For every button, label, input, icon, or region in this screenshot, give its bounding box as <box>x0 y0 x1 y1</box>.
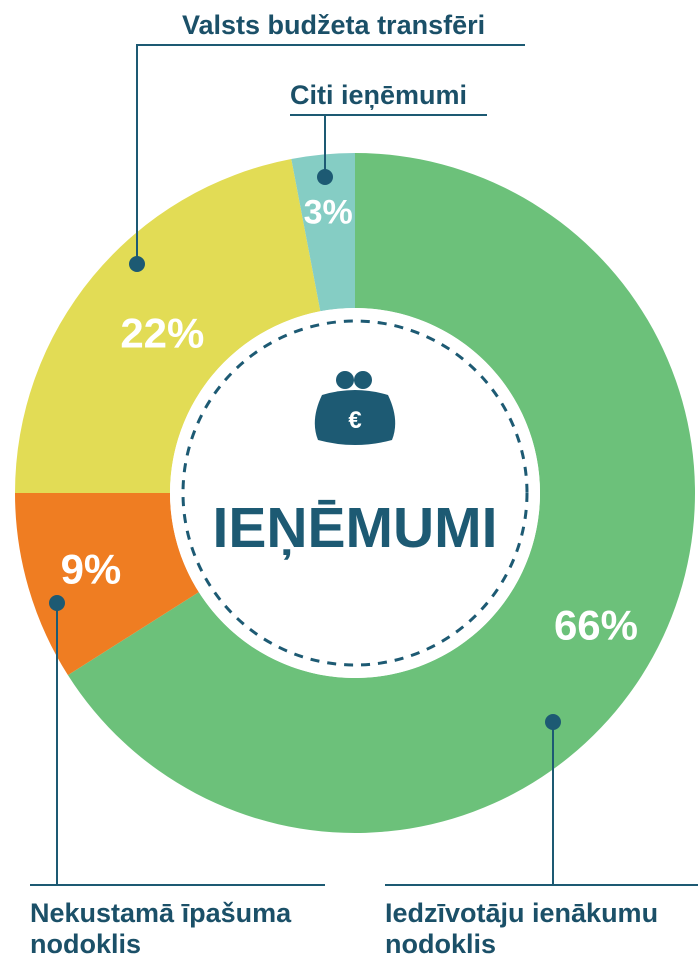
slices <box>15 153 695 834</box>
slice <box>67 153 695 834</box>
category-label: Iedzīvotāju ienākumu nodoklis <box>385 898 659 959</box>
value-label: 22% <box>120 310 204 357</box>
center-disc <box>170 308 540 678</box>
dashed-ring <box>181 319 529 667</box>
wallet-icon: € <box>314 371 396 445</box>
value-label: 66% <box>554 601 638 648</box>
leader-line <box>136 44 525 264</box>
clasp <box>354 371 372 389</box>
leader-dots <box>49 169 561 730</box>
slice <box>15 493 199 676</box>
clasp <box>336 371 354 389</box>
leader-dot <box>545 714 561 730</box>
value-label: 3% <box>304 193 353 231</box>
category-label: Citi ieņēmumi <box>290 80 468 110</box>
euro-sign: € <box>348 407 361 434</box>
leader-dot <box>129 256 145 272</box>
leader-dot <box>317 169 333 185</box>
category-label: Valsts budžeta transfēri <box>182 10 486 40</box>
category-label: Nekustamā īpašuma nodoklis <box>30 898 292 959</box>
leaders <box>30 44 698 886</box>
leader-dot <box>49 595 65 611</box>
slice <box>291 153 355 312</box>
value-label: 9% <box>61 546 122 593</box>
slice <box>15 159 321 493</box>
center-label: IEŅĒMUMI <box>213 496 498 560</box>
wallet-body <box>314 390 396 445</box>
